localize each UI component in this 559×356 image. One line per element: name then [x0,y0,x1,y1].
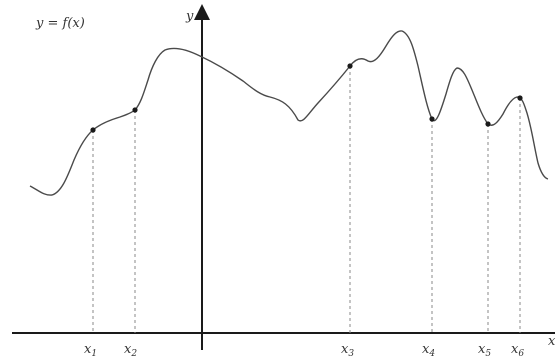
point-x4: x4 [422,116,435,356]
x3-label: x3 [341,342,354,356]
x6-label: x6 [511,342,524,356]
x4-label: x4 [422,342,435,356]
y-axis-label: y [185,9,194,24]
curve-point [90,127,96,133]
curve-point [485,121,491,127]
x5-label: x5 [478,342,491,356]
point-x5: x5 [478,121,491,356]
x1-label: x1 [84,342,97,356]
point-x3: x3 [341,63,354,356]
curve-point [132,107,138,113]
curve-point [347,63,353,69]
function-label: y = f(x) [35,16,85,31]
function-curve [29,30,549,196]
point-x1: x1 [84,127,97,356]
x-axis-label: x [548,334,556,349]
curve-point [517,95,523,101]
point-x6: x6 [511,95,524,356]
x2-label: x2 [124,342,137,356]
curve-point [429,116,435,122]
point-x2: x2 [124,107,138,356]
